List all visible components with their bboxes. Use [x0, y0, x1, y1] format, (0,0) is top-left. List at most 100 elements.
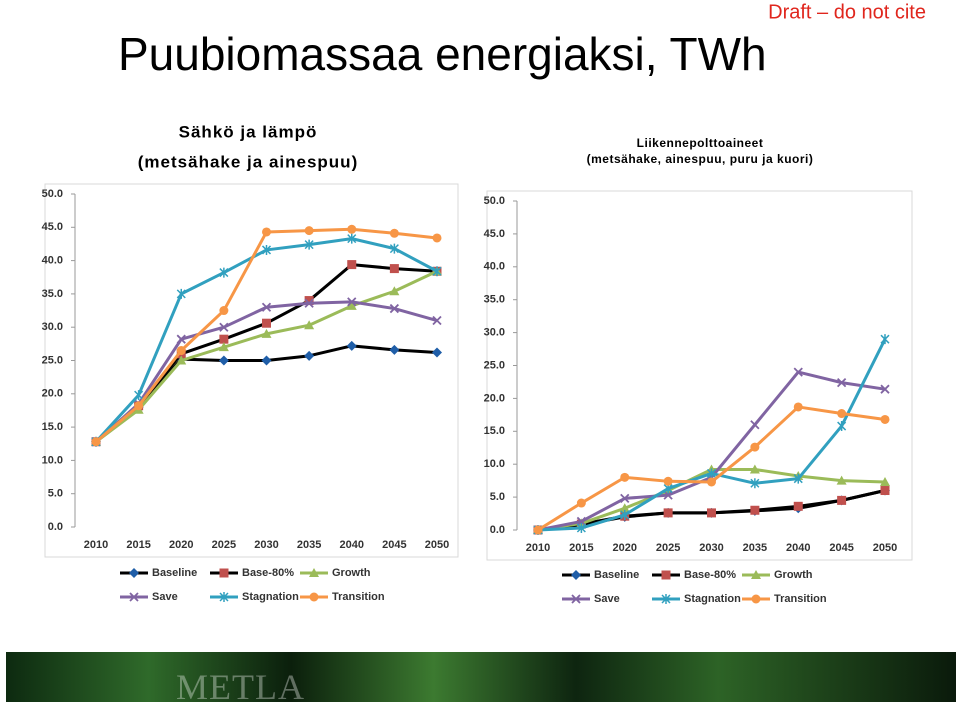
y-tick-label: 25.0: [42, 354, 63, 366]
y-tick-label: 20.0: [42, 388, 63, 400]
marker: [750, 420, 760, 430]
marker: [793, 473, 803, 484]
marker: [836, 377, 847, 388]
marker: [304, 298, 314, 308]
y-tick-label: 5.0: [490, 491, 505, 503]
legend-marker: [309, 568, 319, 577]
legend-label: Base-80%: [684, 569, 736, 581]
marker: [663, 476, 673, 486]
marker: [432, 315, 442, 326]
y-tick-label: 45.0: [484, 228, 505, 240]
marker: [663, 490, 673, 500]
marker: [389, 243, 399, 254]
draft-note: Draft – do not cite: [768, 1, 926, 23]
charts: Draft – do not cite Puubiomassaa energia…: [42, 1, 926, 605]
marker: [793, 367, 803, 377]
x-tick-label: 2050: [425, 539, 449, 551]
marker: [837, 409, 847, 419]
marker: [134, 401, 144, 411]
marker: [261, 355, 272, 366]
marker: [706, 468, 717, 479]
y-tick-label: 35.0: [42, 288, 63, 300]
marker: [663, 508, 673, 518]
marker: [219, 306, 229, 316]
marker: [750, 442, 760, 452]
x-tick-label: 2010: [526, 542, 550, 554]
legend-marker: [219, 568, 229, 578]
marker: [707, 477, 716, 487]
marker: [219, 267, 229, 278]
marker: [389, 303, 400, 314]
chart-subtitle: (metsähake, ainespuu, puru ja kuori): [587, 152, 814, 166]
chart-title: Sähkö ja lämpö: [179, 122, 318, 141]
x-tick-label: 2050: [873, 542, 897, 554]
legend-marker: [751, 594, 761, 604]
marker: [389, 264, 399, 274]
marker: [262, 227, 271, 237]
y-tick-label: 40.0: [42, 255, 63, 267]
y-tick-label: 45.0: [42, 221, 63, 233]
marker: [218, 355, 229, 366]
legend-label: Transition: [332, 591, 385, 603]
marker: [219, 334, 229, 344]
footer-banner: METLA: [6, 652, 956, 706]
marker: [620, 493, 630, 504]
y-tick-label: 20.0: [484, 392, 505, 404]
marker: [576, 516, 587, 527]
legend-label: Stagnation: [242, 591, 299, 603]
marker: [91, 437, 101, 447]
y-tick-label: 10.0: [484, 458, 505, 470]
x-tick-label: 2015: [126, 539, 150, 551]
marker: [346, 300, 357, 310]
marker: [219, 322, 229, 332]
marker: [134, 390, 144, 401]
x-tick-label: 2030: [254, 539, 278, 551]
marker: [389, 228, 399, 238]
marker: [261, 244, 272, 255]
y-tick-label: 15.0: [484, 425, 505, 437]
marker: [836, 475, 847, 485]
marker: [749, 464, 760, 474]
y-tick-label: 0.0: [490, 524, 505, 536]
x-tick-label: 2020: [613, 542, 637, 554]
x-tick-label: 2035: [297, 539, 321, 551]
marker: [304, 296, 314, 306]
marker: [304, 226, 314, 236]
y-tick-label: 15.0: [42, 421, 63, 433]
marker: [261, 302, 272, 312]
y-tick-label: 0.0: [48, 521, 63, 533]
y-tick-label: 40.0: [484, 261, 505, 273]
legend-marker: [661, 594, 671, 604]
x-tick-label: 2045: [382, 539, 406, 551]
legend-label: Growth: [332, 567, 371, 579]
marker: [880, 334, 890, 345]
marker: [880, 414, 890, 424]
marker: [176, 355, 187, 365]
marker: [750, 505, 760, 515]
marker: [620, 509, 630, 520]
marker: [347, 260, 357, 270]
y-tick-label: 50.0: [484, 195, 505, 207]
x-tick-label: 2025: [212, 539, 236, 551]
marker: [176, 334, 186, 344]
y-tick-label: 35.0: [484, 294, 505, 306]
legend-label: Base-80%: [242, 567, 294, 579]
marker: [218, 342, 229, 352]
marker: [304, 320, 315, 330]
x-tick-label: 2040: [340, 539, 364, 551]
x-tick-label: 2035: [743, 542, 767, 554]
marker: [432, 266, 442, 277]
marker: [432, 233, 442, 243]
marker: [793, 402, 803, 412]
marker: [176, 288, 186, 299]
marker: [389, 344, 400, 355]
marker: [304, 350, 315, 361]
marker: [707, 508, 716, 518]
marker: [880, 384, 890, 394]
y-tick-label: 50.0: [42, 188, 63, 200]
x-tick-label: 2025: [656, 542, 680, 554]
legend-marker: [661, 570, 671, 580]
legend-label: Transition: [774, 593, 827, 605]
legend-marker: [129, 568, 139, 578]
